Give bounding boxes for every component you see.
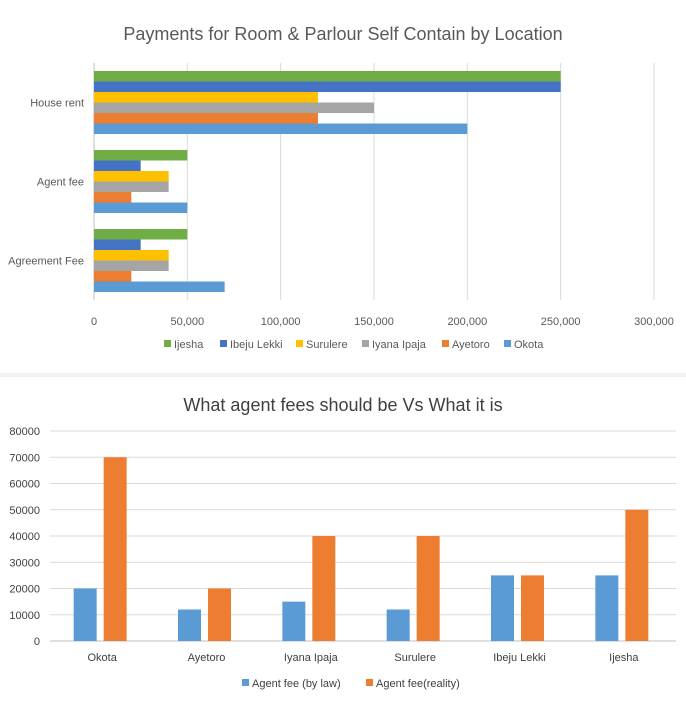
bar-okota-agreement-fee bbox=[94, 281, 225, 292]
legend-swatch-ibeju-lekki bbox=[220, 340, 227, 347]
chart-title: What agent fees should be Vs What it is bbox=[183, 395, 502, 415]
y-tick-label: 80000 bbox=[9, 426, 40, 438]
y-tick-label: 40000 bbox=[9, 531, 40, 543]
bar-ijesha-agreement-fee bbox=[94, 229, 188, 240]
y-tick-label: 20000 bbox=[9, 584, 40, 596]
legend-label-ayetoro: Ayetoro bbox=[452, 339, 490, 351]
category-label-house-rent: House rent bbox=[30, 98, 84, 110]
category-label-agreement-fee: Agreement Fee bbox=[8, 256, 84, 268]
x-tick-label: 300,000 bbox=[634, 316, 674, 328]
bar-agent-fee-by-law-ijesha bbox=[595, 575, 619, 641]
x-tick-label: 250,000 bbox=[541, 316, 581, 328]
bar-surulere-house-rent bbox=[94, 92, 318, 103]
legend-swatch-ayetoro bbox=[442, 340, 449, 347]
x-tick-label: 50,000 bbox=[171, 316, 205, 328]
bar-okota-house-rent bbox=[94, 123, 468, 134]
bar-iyana-ipaja-agreement-fee bbox=[94, 260, 169, 271]
legend-label-surulere: Surulere bbox=[306, 339, 348, 351]
y-tick-label: 50000 bbox=[9, 505, 40, 517]
chart-payments-svg: Payments for Room & Parlour Self Contain… bbox=[8, 24, 674, 351]
legend-swatch-surulere bbox=[296, 340, 303, 347]
bar-surulere-agent-fee bbox=[94, 171, 169, 182]
bar-agent-fee-by-law-ayetoro bbox=[178, 609, 201, 641]
bar-iyana-ipaja-agent-fee bbox=[94, 181, 169, 192]
x-tick-label: 150,000 bbox=[354, 316, 394, 328]
bar-ijesha-house-rent bbox=[94, 71, 561, 82]
bar-ibeju-lekki-agent-fee bbox=[94, 160, 141, 171]
bar-agent-fee-reality-ijesha bbox=[625, 509, 649, 641]
category-label-agent-fee: Agent fee bbox=[37, 177, 84, 189]
legend-label-iyana-ipaja: Iyana Ipaja bbox=[372, 339, 427, 351]
bar-ayetoro-house-rent bbox=[94, 113, 318, 124]
y-tick-label: 70000 bbox=[9, 452, 40, 464]
bar-agent-fee-reality-okota bbox=[103, 457, 127, 641]
x-tick-label-okota: Okota bbox=[87, 652, 117, 664]
legend-swatch-okota bbox=[504, 340, 511, 347]
chart-agent-fees: What agent fees should be Vs What it is 0… bbox=[0, 378, 686, 720]
legend-swatch-agent-fee-reality bbox=[366, 679, 373, 686]
chart-title: Payments for Room & Parlour Self Contain… bbox=[123, 24, 562, 44]
bar-iyana-ipaja-house-rent bbox=[94, 102, 374, 113]
x-tick-label: 100,000 bbox=[261, 316, 301, 328]
x-tick-label-surulere: Surulere bbox=[394, 652, 436, 664]
bar-agent-fee-reality-iyana-ipaja bbox=[312, 536, 336, 641]
y-tick-label: 10000 bbox=[9, 610, 40, 622]
bar-ayetoro-agent-fee bbox=[94, 192, 132, 203]
legend-label-ijesha: Ijesha bbox=[174, 339, 204, 351]
legend-label-agent-fee-by-law: Agent fee (by law) bbox=[252, 678, 341, 690]
bar-okota-agent-fee bbox=[94, 202, 188, 213]
legend-swatch-iyana-ipaja bbox=[362, 340, 369, 347]
x-tick-label-ayetoro: Ayetoro bbox=[188, 652, 226, 664]
y-tick-label: 60000 bbox=[9, 479, 40, 491]
x-tick-label: 200,000 bbox=[447, 316, 487, 328]
bar-ibeju-lekki-house-rent bbox=[94, 81, 561, 92]
legend-swatch-ijesha bbox=[164, 340, 171, 347]
y-tick-label: 30000 bbox=[9, 557, 40, 569]
bar-agent-fee-reality-ibeju-lekki bbox=[521, 575, 544, 641]
x-tick-label-ijesha: Ijesha bbox=[609, 652, 639, 664]
bar-agent-fee-by-law-surulere bbox=[386, 609, 410, 641]
legend-swatch-agent-fee-by-law bbox=[242, 679, 249, 686]
bar-agent-fee-by-law-okota bbox=[73, 588, 97, 641]
x-tick-label-ibeju-lekki: Ibeju Lekki bbox=[493, 652, 546, 664]
x-tick-label: 0 bbox=[91, 316, 97, 328]
bar-agent-fee-reality-ayetoro bbox=[208, 588, 231, 641]
bar-agent-fee-by-law-iyana-ipaja bbox=[282, 601, 306, 641]
bar-surulere-agreement-fee bbox=[94, 250, 169, 261]
chart-payments-by-location: Payments for Room & Parlour Self Contain… bbox=[8, 24, 674, 351]
bar-agent-fee-by-law-ibeju-lekki bbox=[491, 575, 514, 641]
chart-agent-fees-svg: What agent fees should be Vs What it is 0… bbox=[9, 395, 676, 690]
bar-ayetoro-agreement-fee bbox=[94, 271, 132, 282]
legend-label-okota: Okota bbox=[514, 339, 544, 351]
chart-divider bbox=[0, 373, 686, 377]
bar-agent-fee-reality-surulere bbox=[416, 536, 440, 641]
bar-ijesha-agent-fee bbox=[94, 150, 188, 161]
y-tick-label: 0 bbox=[34, 636, 40, 648]
bar-ibeju-lekki-agreement-fee bbox=[94, 239, 141, 250]
legend-label-agent-fee-reality: Agent fee(reality) bbox=[376, 678, 460, 690]
x-tick-label-iyana-ipaja: Iyana Ipaja bbox=[284, 652, 339, 664]
legend-label-ibeju-lekki: Ibeju Lekki bbox=[230, 339, 283, 351]
